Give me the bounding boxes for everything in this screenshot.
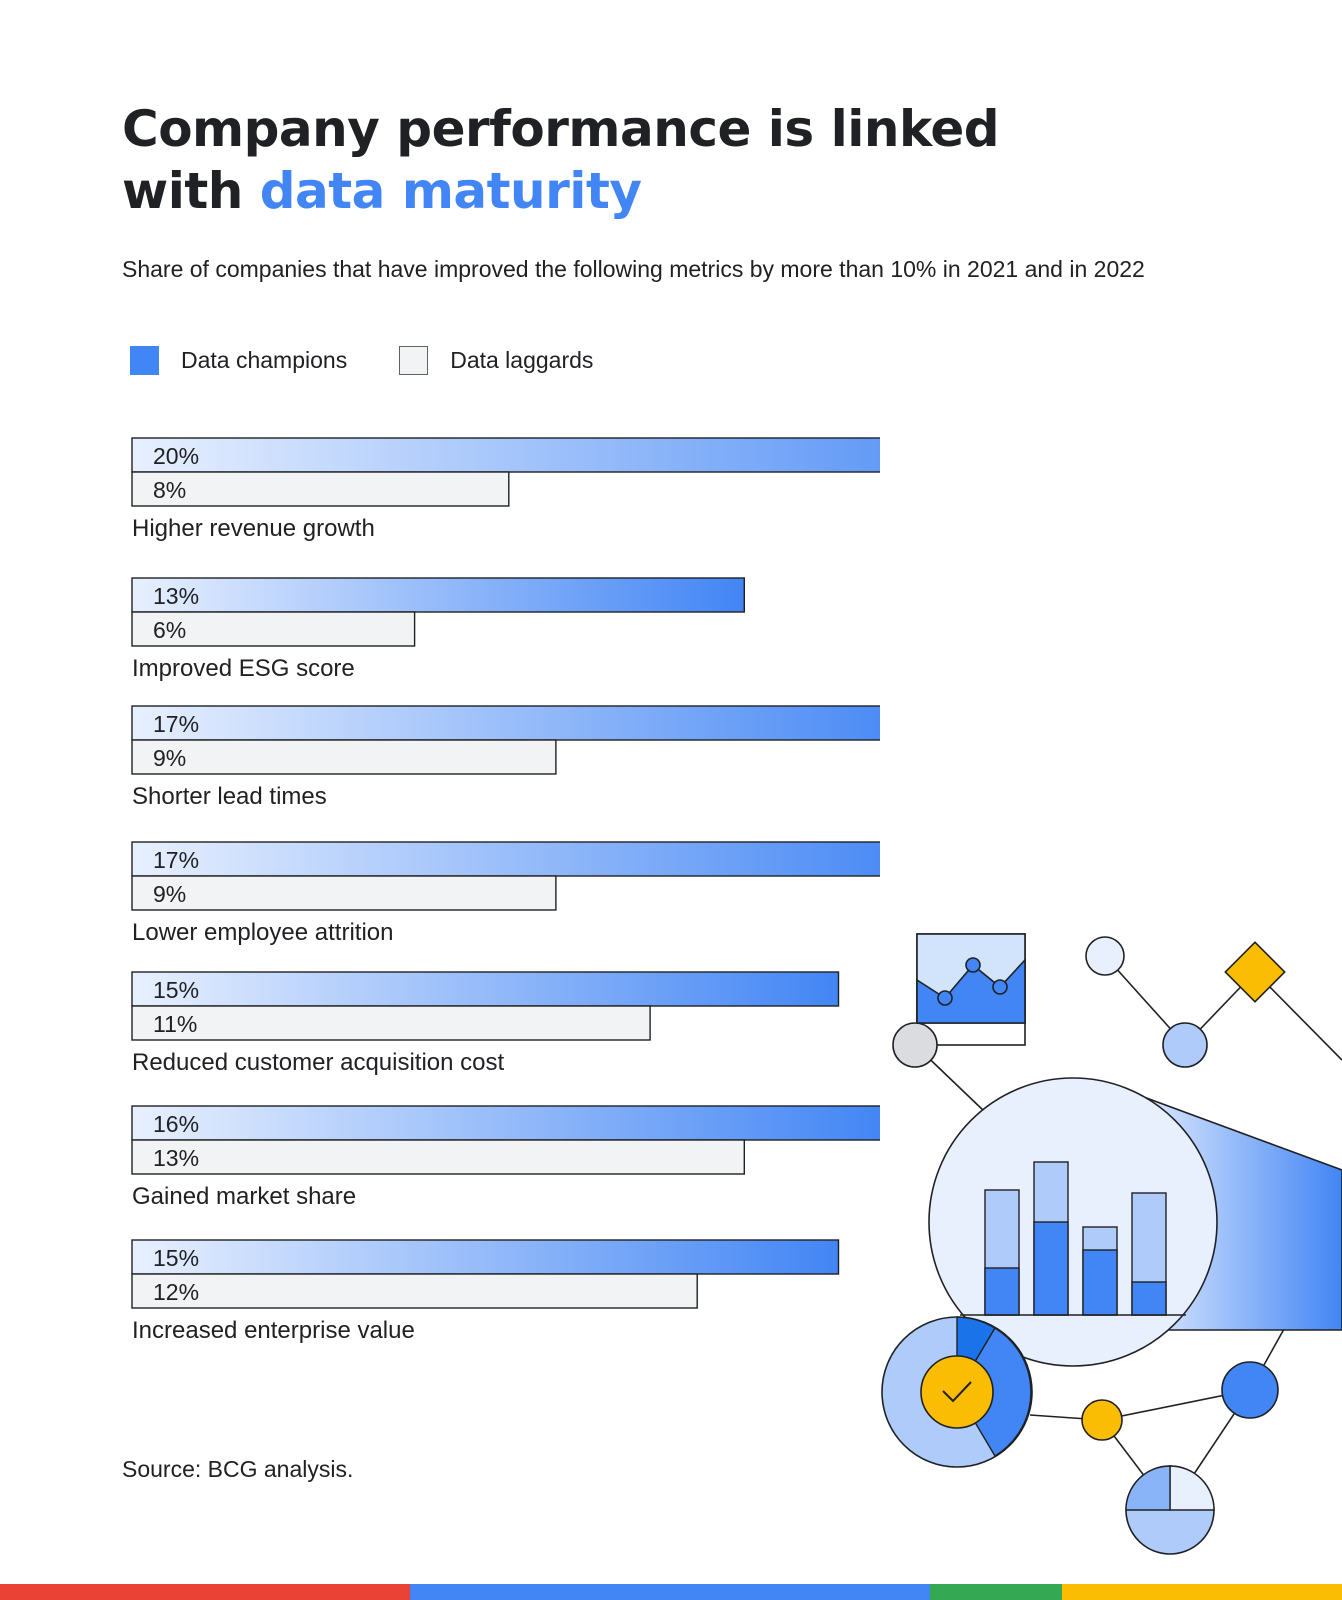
footer-stripe-blue xyxy=(410,1584,930,1600)
footer-stripe-green xyxy=(930,1584,1062,1600)
chart-subtitle: Share of companies that have improved th… xyxy=(122,256,1145,282)
bar-group: 17% 9% Lower employee attrition xyxy=(131,841,880,946)
footer-stripe-red xyxy=(0,1584,410,1600)
footer-stripe-yellow xyxy=(1062,1584,1342,1600)
bar-label-champions: 15% xyxy=(153,1245,199,1271)
donut-chart-icon xyxy=(881,1316,1033,1468)
bar-label-champions: 15% xyxy=(153,977,199,1003)
bar-label-champions: 13% xyxy=(153,583,199,609)
bar-label-laggards: 13% xyxy=(153,1145,199,1171)
category-label: Higher revenue growth xyxy=(132,515,375,542)
legend-item-champions: Data champions xyxy=(130,346,347,375)
bar-label-laggards: 9% xyxy=(153,745,186,771)
category-label: Increased enterprise value xyxy=(132,1317,415,1344)
legend-swatch-laggards xyxy=(399,346,429,375)
legend-label-champions: Data champions xyxy=(181,347,348,373)
chart-title: Company performance is linked with data … xyxy=(122,98,1000,222)
category-label: Lower employee attrition xyxy=(132,919,393,946)
bar-laggards xyxy=(131,739,557,775)
pie-chart-icon xyxy=(1125,1465,1215,1555)
bar-champions xyxy=(131,971,840,1007)
bar-chart: 20% 8% Higher revenue growth 13% 6% Improved … xyxy=(131,437,880,1344)
bar-champions xyxy=(131,841,880,877)
bar-label-laggards: 11% xyxy=(153,1011,197,1037)
bar-label-champions: 17% xyxy=(153,847,199,873)
bar-group: 15% 12% Increased enterprise value xyxy=(131,1239,840,1344)
bar-laggards xyxy=(131,875,557,911)
bar-label-champions: 17% xyxy=(153,711,199,737)
bar-group: 15% 11% Reduced customer acquisition cost xyxy=(131,971,840,1076)
check-icon xyxy=(942,1381,972,1403)
bar-champions xyxy=(131,1105,880,1141)
title-line-2-prefix: with xyxy=(122,162,260,220)
legend-item-laggards: Data laggards xyxy=(399,346,593,375)
magnified-bar-chart-icon xyxy=(928,1077,1218,1367)
bar-group: 13% 6% Improved ESG score xyxy=(131,577,745,682)
legend-label-laggards: Data laggards xyxy=(450,347,594,373)
source-note: Source: BCG analysis. xyxy=(122,1456,354,1482)
bar-label-laggards: 6% xyxy=(153,617,186,643)
legend: Data champions Data laggards xyxy=(130,346,645,375)
node-circle-yellow xyxy=(1081,1399,1123,1441)
bar-champions xyxy=(131,705,880,741)
bar-champions xyxy=(131,437,880,473)
bar-champions xyxy=(131,1239,840,1275)
category-label: Improved ESG score xyxy=(132,655,355,682)
data-analytics-illustration xyxy=(881,933,1342,1555)
category-label: Reduced customer acquisition cost xyxy=(132,1049,505,1076)
category-label: Shorter lead times xyxy=(132,783,327,810)
bar-label-champions: 16% xyxy=(153,1111,199,1137)
category-label: Gained market share xyxy=(132,1183,356,1210)
node-circle-blue xyxy=(1221,1361,1279,1419)
bar-label-laggards: 8% xyxy=(153,477,186,503)
bar-label-laggards: 9% xyxy=(153,881,186,907)
bar-label-champions: 20% xyxy=(153,443,199,469)
node-circle-light xyxy=(1085,936,1125,976)
node-circle-mid xyxy=(1162,1022,1208,1068)
bar-champions xyxy=(131,577,745,613)
bar-label-laggards: 12% xyxy=(153,1279,199,1305)
bar-group: 20% 8% Higher revenue growth xyxy=(131,437,880,542)
bar-laggards xyxy=(131,1139,745,1175)
bar-laggards xyxy=(131,471,510,507)
line-chart-card-icon xyxy=(916,933,1026,1046)
title-line-1: Company performance is linked xyxy=(122,100,1000,158)
bar-laggards xyxy=(131,611,416,647)
bar-laggards xyxy=(131,1005,651,1041)
bar-group: 17% 9% Shorter lead times xyxy=(131,705,880,810)
bar-laggards xyxy=(131,1273,698,1309)
title-accent: data maturity xyxy=(259,162,642,220)
node-diamond-yellow xyxy=(1224,941,1286,1003)
node-circle-grey xyxy=(892,1022,938,1068)
bar-group: 16% 13% Gained market share xyxy=(131,1105,880,1210)
legend-swatch-champions xyxy=(130,346,159,375)
